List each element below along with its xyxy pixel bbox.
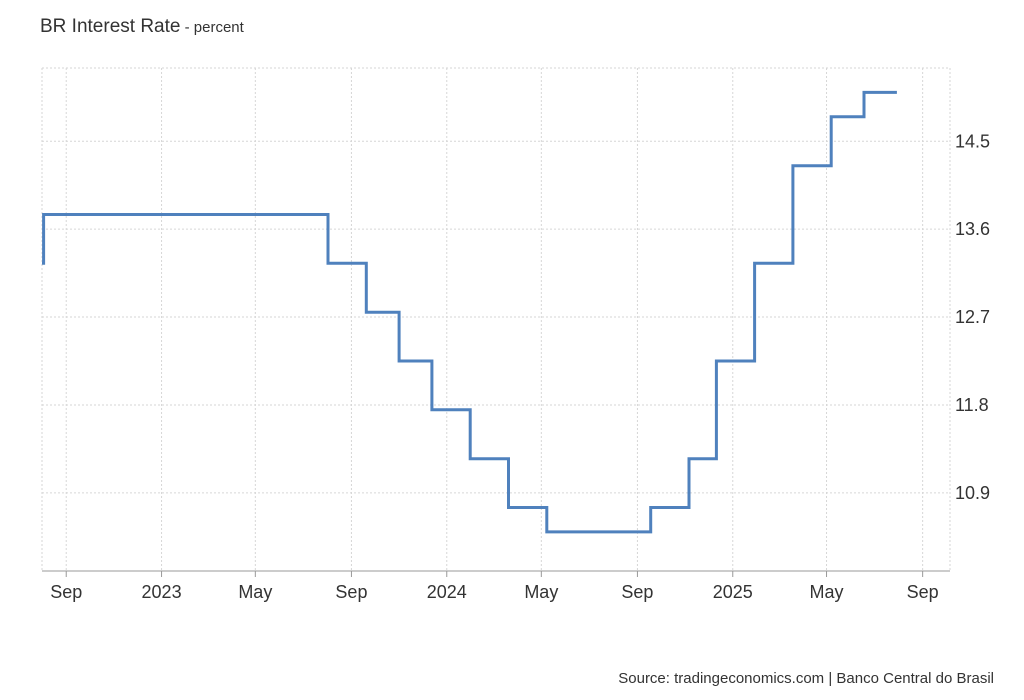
y-tick-label: 12.7 bbox=[955, 307, 990, 327]
y-tick-label: 13.6 bbox=[955, 219, 990, 239]
y-tick-label: 14.5 bbox=[955, 131, 990, 151]
chart-title-text: BR Interest Rate bbox=[40, 16, 181, 37]
x-tick-label: 2023 bbox=[142, 582, 182, 602]
x-tick-label: 2024 bbox=[427, 582, 467, 602]
chart-title: BR Interest Rate - percent bbox=[40, 16, 244, 38]
y-tick-label: 11.8 bbox=[955, 395, 989, 415]
x-tick-label: Sep bbox=[50, 582, 82, 602]
y-tick-label: 10.9 bbox=[955, 483, 990, 503]
x-tick-label: Sep bbox=[335, 582, 367, 602]
x-tick-label: Sep bbox=[621, 582, 653, 602]
series-line bbox=[42, 90, 897, 534]
grid bbox=[41, 67, 951, 571]
chart-unit: - percent bbox=[180, 19, 244, 36]
source-note: Source: tradingeconomics.com | Banco Cen… bbox=[618, 670, 994, 687]
x-tick-label: May bbox=[238, 582, 272, 602]
tick-labels: 10.9 11.8 12.7 13.6 14.5 Sep 2023 May Sep 2024 May… bbox=[50, 131, 990, 602]
x-tick-label: May bbox=[810, 582, 844, 602]
series-layer bbox=[42, 90, 897, 534]
x-tick-label: May bbox=[524, 582, 558, 602]
x-tick-label: 2025 bbox=[713, 582, 753, 602]
axes bbox=[42, 570, 950, 577]
x-tick-label: Sep bbox=[907, 582, 939, 602]
